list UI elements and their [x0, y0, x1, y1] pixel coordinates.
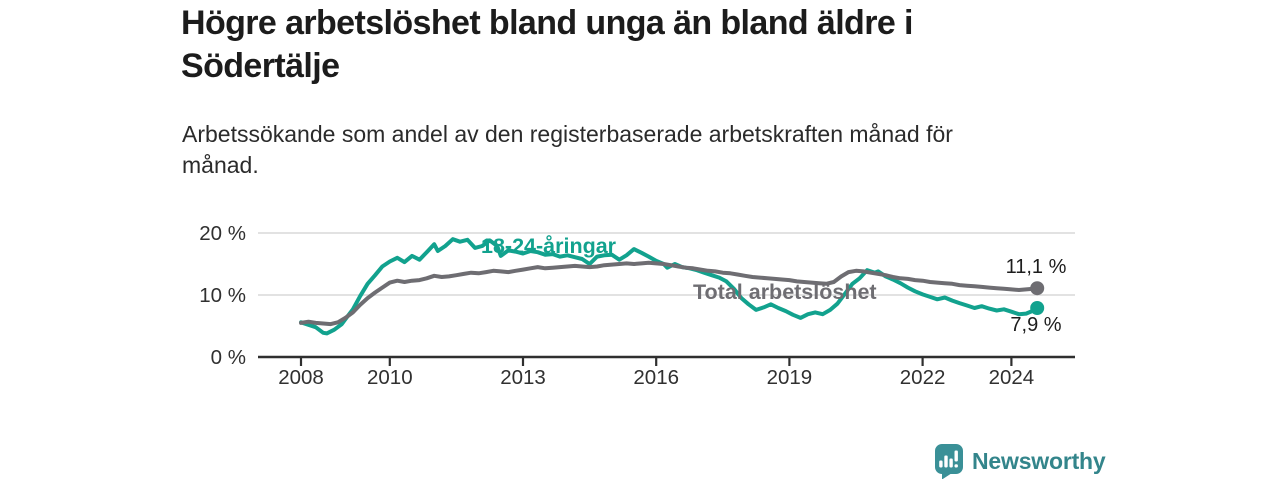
y-axis-tick-label: 0 %	[211, 346, 246, 369]
series-end-dot-young	[1030, 301, 1045, 315]
x-axis-tick-label: 2013	[500, 366, 546, 389]
series-inline-label: 18-24-åringar	[481, 234, 617, 258]
chart-title: Högre arbetslöshet bland unga än bland ä…	[181, 4, 913, 85]
x-axis-tick-label: 2010	[367, 366, 413, 389]
x-axis-tick-label: 2022	[900, 366, 946, 389]
logo-bar-icon	[949, 458, 953, 468]
logo-bar-icon	[944, 455, 948, 468]
newsworthy-logo-text: Newsworthy	[972, 447, 1106, 474]
logo-bar-icon	[939, 460, 943, 468]
x-axis-tick-label: 2008	[278, 366, 324, 389]
series-line-total	[299, 260, 1040, 327]
series-inline-label: Total arbetslöshet	[693, 280, 877, 304]
x-axis-tick-label: 2019	[767, 366, 813, 389]
series-end-value-label: 7,9 %	[1010, 314, 1061, 336]
series-end-value-label: 11,1 %	[1006, 256, 1067, 278]
newsworthy-logo-icon	[935, 444, 963, 479]
x-axis-tick-label: 2016	[633, 366, 679, 389]
logo-bubble-shape	[935, 444, 963, 479]
series-end-dot-total	[1030, 281, 1045, 296]
newsworthy-logo: Newsworthy	[932, 443, 1106, 479]
logo-exclamation-dot-icon	[954, 464, 958, 468]
x-axis-tick-label: 2024	[989, 366, 1035, 389]
logo-exclamation-icon	[954, 450, 958, 462]
chart-subtitle: Arbetssökande som andel av den registerb…	[182, 121, 953, 179]
y-axis-tick-label: 10 %	[199, 284, 246, 307]
series-line-young	[299, 237, 1040, 336]
y-axis-tick-label: 20 %	[199, 222, 246, 245]
